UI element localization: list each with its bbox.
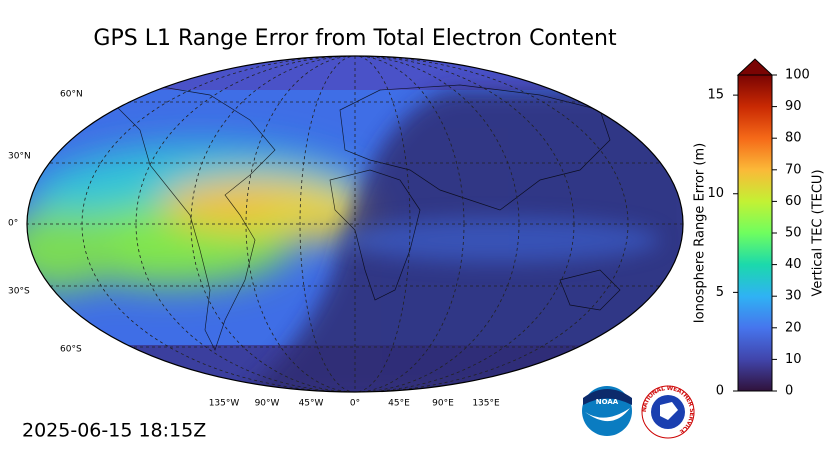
graticule-labels: 60°N 30°N 0° 30°S 60°S 135°W 90°W 45°W 0° 45°E 90°… (8, 90, 500, 409)
lon-label: 0° (350, 399, 360, 409)
y2-tick-label: 15 (707, 88, 724, 103)
y2-tick-label: 0 (716, 384, 724, 399)
y-tick-label: 60 (785, 194, 802, 209)
y-axis-label: Vertical TEC (TECU) (811, 169, 826, 296)
lat-label: 60°S (60, 345, 82, 355)
y-tick-label: 40 (785, 257, 802, 272)
timestamp: 2025-06-15 18:15Z (22, 420, 206, 442)
y-tick-label: 80 (785, 131, 802, 146)
lon-label: 135°E (472, 399, 500, 409)
lon-label: 135°W (209, 399, 240, 409)
lon-label: 90°W (255, 399, 280, 409)
y-tick-label: 70 (785, 162, 802, 177)
y-tick-label: 20 (785, 320, 802, 335)
y2-tick-label: 5 (716, 285, 724, 300)
y-tick-label: 50 (785, 226, 802, 241)
y-tick-label: 0 (785, 384, 793, 399)
lon-label: 45°E (388, 399, 410, 409)
y-tick-label: 10 (785, 352, 802, 367)
lat-label: 30°S (8, 287, 30, 297)
noaa-text: NOAA (596, 398, 619, 406)
lon-label: 45°W (299, 399, 324, 409)
lat-label: 0° (8, 219, 18, 229)
y-tick-label: 30 (785, 289, 802, 304)
nws-logo: NATIONAL WEATHER SERVICE (640, 384, 696, 439)
colorbar: Ionosphere Range Error (m) Vertical TEC … (693, 58, 826, 399)
noaa-logo: NOAA (582, 386, 632, 436)
y-tick-label: 100 (785, 68, 810, 83)
colorbar-scale (737, 74, 773, 392)
lat-label: 30°N (8, 152, 31, 162)
lon-label: 90°E (432, 399, 454, 409)
y2-axis-label: Ionosphere Range Error (m) (693, 143, 708, 323)
title: GPS L1 Range Error from Total Electron C… (93, 26, 617, 51)
y-tick-label: 90 (785, 99, 802, 114)
y2-tick-label: 10 (707, 186, 724, 201)
lat-label: 60°N (60, 90, 83, 100)
map (27, 56, 683, 392)
